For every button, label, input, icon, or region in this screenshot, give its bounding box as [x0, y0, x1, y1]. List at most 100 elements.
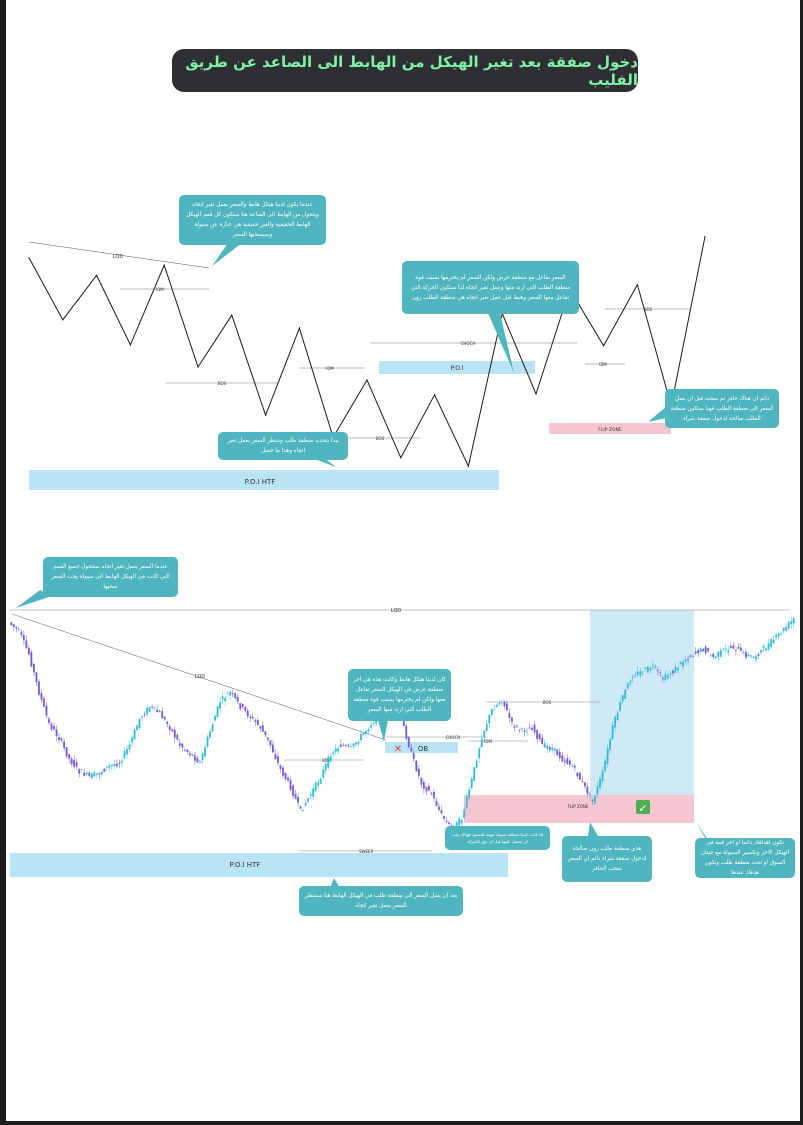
candle-body: [656, 669, 659, 671]
candle-body: [259, 726, 262, 729]
candle-body: [568, 760, 571, 765]
candle-body: [133, 729, 136, 740]
candle-body: [558, 751, 561, 758]
lqd-line: [28, 241, 210, 269]
candle-body: [151, 706, 154, 708]
candle-body: [702, 648, 705, 652]
candle-body: [85, 772, 88, 774]
poi-htf-label: P.O.I HTF: [245, 478, 276, 486]
page-border-right: [800, 0, 803, 1125]
check-mark: ✓: [638, 802, 647, 815]
candle-body: [417, 768, 420, 776]
candle-body: [493, 709, 496, 711]
candle-body: [83, 772, 86, 776]
candle-body: [261, 725, 264, 732]
candle-body: [508, 713, 511, 718]
candle-body: [146, 707, 149, 715]
swing-point: [636, 284, 639, 286]
candle-body: [372, 722, 375, 724]
page-border-bottom: [0, 1121, 803, 1125]
candles: [10, 616, 795, 835]
candle-body: [679, 661, 682, 664]
candle-body: [128, 744, 131, 750]
candle-body: [561, 755, 564, 762]
candle-body: [594, 795, 596, 804]
candle-body: [717, 651, 720, 658]
candle-body: [458, 818, 461, 826]
callout-b6: بعد ان يصل السعر الى منطقة طلب في الهيكل…: [299, 886, 463, 916]
lqd-diagonal-line: [11, 613, 387, 741]
candle-body: [158, 711, 161, 712]
callout-pointer-b4: [588, 822, 598, 836]
candle-body: [103, 768, 106, 772]
candle-body: [689, 655, 692, 657]
candle-body: [244, 706, 247, 711]
candle-body: [755, 656, 757, 660]
candle-body: [254, 720, 257, 722]
candle-body: [33, 663, 35, 673]
candle-body: [611, 725, 614, 739]
candle-body: [684, 659, 687, 662]
candle-body: [636, 671, 639, 676]
candle-body: [438, 806, 440, 810]
callout-pointer-b2: [378, 720, 388, 742]
candle-body: [621, 695, 624, 701]
candle-body: [314, 782, 317, 791]
candle-body: [27, 647, 30, 655]
candle-body: [445, 821, 448, 822]
candle-body: [214, 716, 216, 721]
candle-body: [528, 727, 531, 729]
candle-body: [722, 648, 725, 650]
candle-body: [148, 706, 151, 712]
swing-point: [163, 264, 165, 266]
candle-body: [95, 773, 98, 775]
candle-body: [485, 724, 488, 731]
candle-body: [229, 691, 232, 696]
candle-body: [138, 718, 141, 729]
candle-body: [60, 738, 63, 741]
candle-body: [176, 734, 179, 740]
candle-body: [17, 628, 20, 631]
candle-body: [415, 760, 418, 772]
candle-body: [113, 764, 116, 767]
candle-body: [649, 668, 652, 671]
candle-body: [536, 730, 539, 740]
candle-body: [757, 654, 760, 656]
candle-body: [495, 705, 498, 707]
candle-body: [186, 749, 189, 752]
candle-body: [317, 782, 320, 786]
candle-body: [231, 693, 234, 694]
candle-body: [63, 741, 65, 748]
candle-body: [566, 758, 569, 764]
candle-body: [241, 703, 244, 707]
candle-body: [55, 729, 58, 737]
candle-body: [216, 706, 219, 717]
candle-body: [126, 748, 128, 755]
candle-body: [772, 640, 775, 644]
candle-body: [339, 744, 342, 747]
candle-body: [266, 737, 269, 740]
candle-body: [347, 744, 350, 746]
candle-body: [609, 739, 611, 750]
candle-body: [365, 731, 367, 735]
candle-body: [116, 764, 118, 767]
lqd-label: LQD: [113, 254, 124, 260]
candle-body: [284, 772, 287, 780]
candle-body: [181, 743, 184, 748]
candle-body: [350, 746, 352, 747]
choch-label: CHOCH: [461, 341, 476, 346]
candle-body: [697, 649, 700, 654]
candle-body: [191, 754, 194, 756]
candle-body: [292, 785, 294, 796]
candle-body: [503, 701, 506, 707]
candle-body: [224, 698, 227, 702]
candle-body: [777, 633, 780, 636]
lqd-top-label: LQD: [391, 608, 402, 614]
candle-body: [156, 709, 159, 713]
candle-body: [724, 648, 727, 650]
callout-pointer-b6: [330, 878, 340, 888]
candle-body: [68, 754, 71, 759]
candle-body: [478, 748, 481, 758]
candle-body: [422, 782, 425, 789]
